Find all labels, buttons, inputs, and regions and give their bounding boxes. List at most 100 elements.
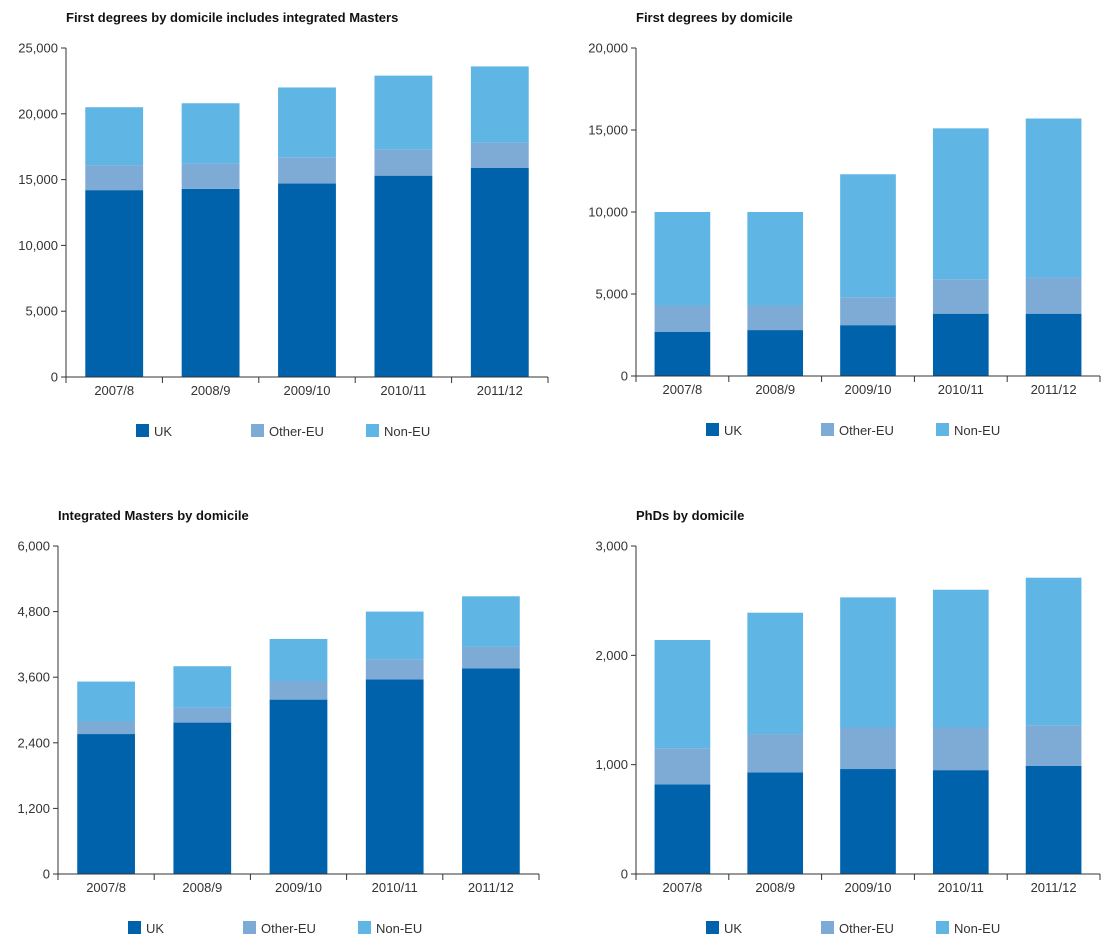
chart-title: First degrees by domicile includes integ…	[66, 10, 398, 25]
bar-segment-uk	[374, 175, 433, 377]
y-axis-ticks: 0 1,200 2,400 3,600 4,800 6,000	[17, 539, 59, 882]
x-tick-label: 2009/10	[845, 880, 892, 895]
x-axis-ticks: 2007/8 2008/9 2009/10 2010/11 2011/12	[57, 873, 540, 895]
x-tick-label: 2007/8	[94, 383, 134, 398]
bar-segment-uk	[840, 769, 896, 874]
legend-label-uk: UK	[146, 921, 164, 936]
chart-first-degrees: First degrees by domicile 0 5,000 10,000 15…	[588, 10, 1101, 438]
y-tick-label: 1,000	[595, 757, 628, 772]
bar-segment-other-eu	[462, 646, 520, 669]
bar-segment-non-eu	[840, 174, 896, 298]
bar-segment-other-eu	[278, 157, 336, 184]
bars-group	[654, 577, 1082, 874]
chart-integrated-masters: Integrated Masters by domicile 0 1,200 2,4…	[17, 508, 540, 936]
bar-segment-uk	[747, 330, 804, 376]
y-tick-label: 20,000	[588, 41, 628, 56]
bar-segment-other-eu	[747, 734, 804, 773]
bar-segment-other-eu	[181, 163, 240, 189]
y-tick-label: 2,000	[595, 648, 628, 663]
bar-segment-other-eu	[374, 149, 433, 176]
bar-segment-other-eu	[1025, 725, 1082, 766]
legend-swatch-uk	[136, 424, 149, 437]
bar-segment-uk	[269, 699, 328, 874]
bar-segment-uk	[85, 190, 144, 377]
legend-swatch-other-eu	[821, 921, 834, 934]
bar-segment-non-eu	[269, 638, 328, 682]
legend: UK Other-EU Non-EU	[706, 921, 1000, 936]
bar-segment-non-eu	[173, 666, 232, 708]
bar-segment-uk	[77, 734, 135, 874]
y-tick-label: 0	[51, 370, 58, 385]
bar-segment-uk	[470, 167, 529, 377]
x-tick-label: 2007/8	[663, 880, 703, 895]
chart-title: First degrees by domicile	[636, 10, 793, 25]
bar-segment-non-eu	[85, 107, 144, 166]
bar-segment-other-eu	[1025, 277, 1082, 314]
legend-label-uk: UK	[724, 423, 742, 438]
bar-segment-non-eu	[470, 66, 529, 143]
bar-segment-non-eu	[932, 589, 989, 728]
legend-label-non-eu: Non-EU	[384, 424, 430, 439]
y-tick-label: 5,000	[25, 304, 58, 319]
legend-swatch-uk	[706, 423, 719, 436]
x-tick-label: 2008/9	[755, 382, 795, 397]
bar-segment-non-eu	[747, 612, 804, 735]
legend-label-other-eu: Other-EU	[839, 423, 894, 438]
y-tick-label: 10,000	[18, 238, 58, 253]
y-tick-label: 15,000	[18, 172, 58, 187]
legend-label-uk: UK	[724, 921, 742, 936]
bar-segment-uk	[840, 325, 896, 376]
bar-segment-uk	[181, 188, 240, 377]
legend-swatch-non-eu	[358, 921, 371, 934]
y-tick-label: 6,000	[17, 539, 50, 554]
legend-swatch-uk	[706, 921, 719, 934]
bars-group	[77, 596, 520, 874]
bar-segment-non-eu	[932, 128, 989, 280]
y-tick-label: 1,200	[17, 801, 50, 816]
legend-label-uk: UK	[154, 424, 172, 439]
y-tick-label: 0	[43, 867, 50, 882]
bar-segment-other-eu	[840, 297, 896, 326]
y-axis-ticks: 0 1,000 2,000 3,000	[595, 539, 637, 882]
x-tick-label: 2010/11	[380, 383, 426, 398]
bar-segment-uk	[654, 784, 711, 874]
x-tick-label: 2010/11	[938, 382, 984, 397]
legend-swatch-non-eu	[366, 424, 379, 437]
x-tick-label: 2007/8	[663, 382, 703, 397]
x-axis-ticks: 2007/8 2008/9 2009/10 2010/11 2011/12	[635, 375, 1101, 397]
bar-segment-uk	[654, 331, 711, 376]
x-tick-label: 2009/10	[845, 382, 892, 397]
bar-segment-other-eu	[269, 681, 328, 700]
bar-segment-non-eu	[374, 75, 433, 150]
bar-segment-uk	[462, 668, 520, 874]
y-tick-label: 10,000	[588, 205, 628, 220]
bar-segment-uk	[1025, 765, 1082, 874]
x-tick-label: 2010/11	[938, 880, 984, 895]
x-tick-label: 2007/8	[86, 880, 126, 895]
y-tick-label: 5,000	[595, 287, 628, 302]
y-tick-label: 3,000	[595, 539, 628, 554]
legend-swatch-non-eu	[936, 423, 949, 436]
legend-label-non-eu: Non-EU	[954, 423, 1000, 438]
bar-segment-other-eu	[840, 727, 896, 770]
bar-segment-other-eu	[85, 165, 144, 191]
bar-segment-non-eu	[654, 640, 711, 749]
bars-group	[85, 66, 529, 377]
y-axis-ticks: 0 5,000 10,000 15,000 20,000	[588, 41, 637, 384]
bar-segment-uk	[1025, 313, 1082, 376]
bar-segment-other-eu	[747, 305, 804, 331]
legend-label-other-eu: Other-EU	[261, 921, 316, 936]
bar-segment-other-eu	[654, 748, 711, 785]
y-tick-label: 4,800	[17, 604, 50, 619]
bars-group	[654, 118, 1082, 376]
x-tick-label: 2009/10	[284, 383, 331, 398]
bar-segment-non-eu	[654, 212, 711, 306]
bar-segment-uk	[932, 313, 989, 376]
x-tick-label: 2009/10	[275, 880, 322, 895]
bar-segment-non-eu	[365, 611, 424, 660]
bar-segment-non-eu	[462, 596, 520, 647]
bar-segment-non-eu	[77, 681, 135, 722]
bar-segment-uk	[747, 772, 804, 874]
bar-segment-other-eu	[932, 279, 989, 314]
